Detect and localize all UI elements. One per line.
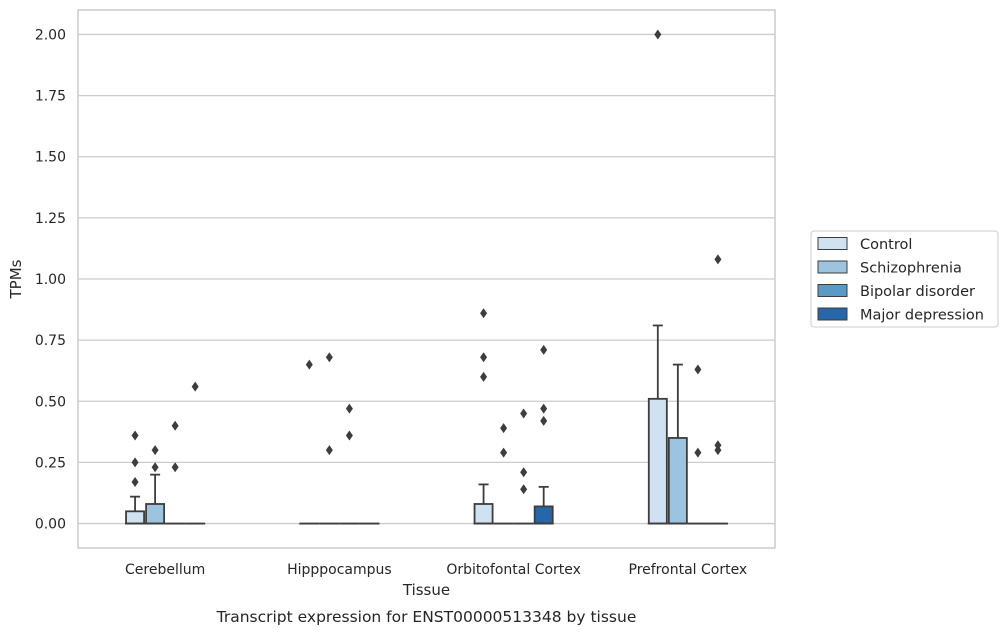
y-tick-label: 1.50 — [35, 150, 66, 166]
outlier-point — [654, 29, 662, 40]
outlier-point — [480, 352, 488, 363]
outlier-point — [325, 352, 333, 363]
outlier-point — [305, 359, 313, 370]
outlier-point — [345, 403, 353, 414]
box-major-depression — [707, 254, 728, 525]
box-schizophrenia — [145, 445, 166, 525]
y-tick-label: 1.00 — [35, 272, 66, 288]
box-schizophrenia — [319, 352, 340, 525]
y-tick-label: 0.50 — [35, 394, 66, 410]
box — [145, 503, 166, 525]
legend-swatch — [817, 260, 848, 274]
outlier-point — [345, 430, 353, 441]
outlier-point — [325, 445, 333, 456]
legend-frame — [810, 230, 999, 328]
legend-label: Bipolar disorder — [860, 284, 975, 300]
legend-swatch — [817, 307, 848, 321]
legend-label: Schizophrenia — [860, 261, 962, 277]
outlier-point — [540, 415, 548, 426]
box — [533, 505, 554, 525]
legend-label: Major depression — [860, 308, 984, 324]
y-tick-label: 0.25 — [35, 455, 66, 471]
box-control — [647, 29, 668, 525]
outlier-point — [500, 447, 508, 458]
box-schizophrenia — [667, 363, 688, 525]
box — [647, 397, 668, 525]
outlier-point — [131, 476, 139, 487]
legend-label: Control — [860, 237, 912, 253]
x-tick-label: Orbitofontal Cortex — [446, 562, 581, 578]
y-axis-label: TPMs — [7, 259, 25, 299]
outlier-point — [151, 445, 159, 456]
box-schizophrenia — [493, 423, 514, 525]
outlier-point — [480, 308, 488, 319]
y-tick-label: 0.00 — [35, 517, 66, 533]
x-tick-label: Prefrontal Cortex — [629, 562, 748, 578]
chart-caption: Transcript expression for ENST0000051334… — [216, 608, 637, 626]
outlier-point — [540, 344, 548, 355]
box-major-depression — [533, 344, 554, 525]
x-tick-label: Cerebellum — [125, 562, 205, 578]
plot-frame — [77, 9, 776, 549]
outlier-point — [131, 430, 139, 441]
box — [125, 510, 145, 525]
outlier-point — [694, 364, 702, 375]
y-tick-label: 1.25 — [35, 211, 66, 227]
box-plots — [125, 29, 728, 525]
box-bipolar-disorder — [339, 403, 360, 525]
legend-swatch — [817, 284, 848, 297]
box — [667, 437, 688, 525]
box-control — [473, 308, 494, 525]
outlier-point — [714, 440, 722, 451]
y-tick-label: 2.00 — [35, 27, 66, 43]
outlier-point — [131, 457, 139, 468]
outlier-point — [520, 467, 528, 478]
box — [473, 503, 494, 525]
outlier-point — [171, 420, 179, 431]
outlier-point — [191, 381, 199, 392]
box-bipolar-disorder — [687, 364, 708, 525]
y-tick-label: 0.75 — [35, 333, 66, 349]
x-tick-labels: Cerebellum Hipppocampus Orbitofontal Corte… — [125, 562, 747, 578]
box-control — [125, 430, 146, 525]
outlier-point — [520, 484, 528, 495]
box-bipolar-disorder — [165, 420, 186, 525]
x-axis-label: Tissue — [402, 581, 450, 599]
outlier-point — [694, 447, 702, 458]
box-bipolar-disorder — [513, 408, 534, 525]
outlier-point — [540, 403, 548, 414]
x-tick-label: Hipppocampus — [287, 562, 392, 578]
outlier-point — [171, 462, 179, 473]
outlier-point — [480, 371, 488, 382]
outlier-point — [500, 423, 508, 434]
box-major-depression — [185, 381, 206, 525]
outlier-point — [714, 254, 722, 265]
outlier-point — [151, 462, 159, 473]
legend: Control Schizophrenia Bipolar disorder Majo… — [810, 230, 999, 328]
y-tick-labels: 0.00 0.25 0.50 0.75 1.00 1.25 1.50 1.75 2.00 — [35, 27, 66, 532]
y-tick-label: 1.75 — [35, 89, 66, 105]
outlier-point — [520, 408, 528, 419]
box-control — [299, 359, 320, 525]
legend-swatch — [817, 237, 848, 250]
